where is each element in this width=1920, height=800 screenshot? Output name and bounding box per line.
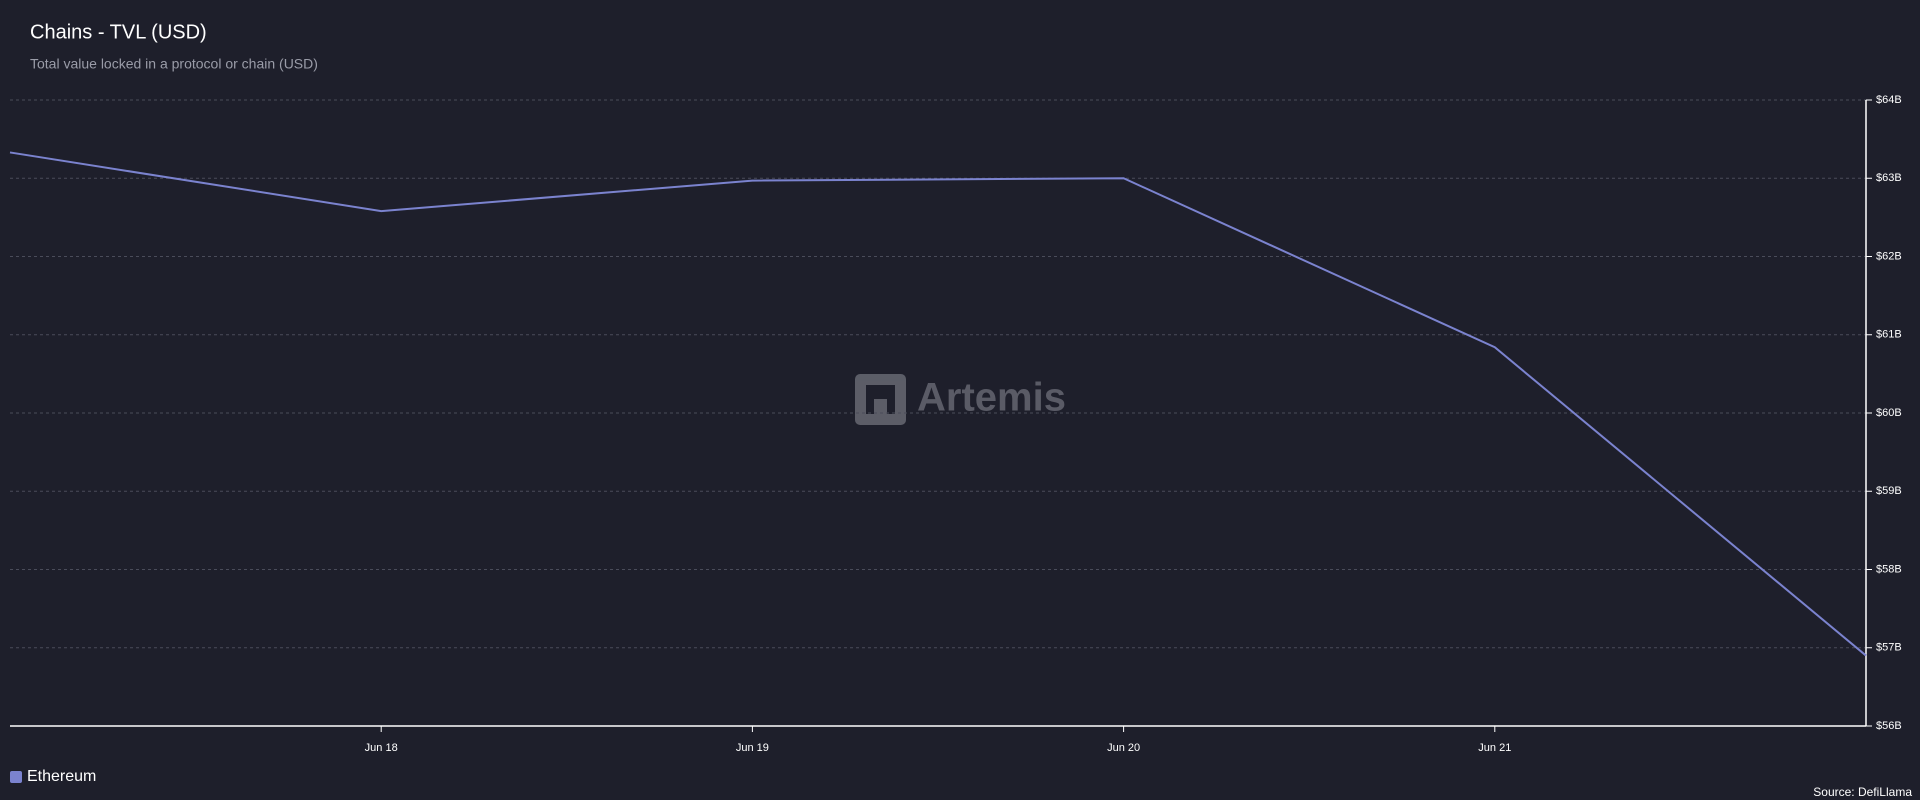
y-tick-label: $59B	[1876, 485, 1902, 497]
y-tick-label: $57B	[1876, 642, 1902, 654]
y-tick-label: $58B	[1876, 563, 1902, 575]
watermark-icon-inner	[866, 385, 895, 414]
watermark-icon	[855, 374, 906, 425]
watermark-text: Artemis	[917, 376, 1066, 420]
watermark	[855, 374, 906, 425]
source-note: Source: DefiLlama	[1813, 785, 1912, 799]
y-tick-label: $61B	[1876, 329, 1902, 341]
x-tick-label: Jun 21	[1478, 742, 1511, 754]
y-tick-label: $60B	[1876, 407, 1902, 419]
y-tick-label: $56B	[1876, 720, 1902, 732]
y-tick-label: $63B	[1876, 172, 1902, 184]
legend-label: Ethereum	[27, 768, 96, 785]
y-tick-label: $64B	[1876, 94, 1902, 106]
chart-subtitle: Total value locked in a protocol or chai…	[30, 56, 318, 72]
y-tick-label: $62B	[1876, 250, 1902, 262]
x-tick-label: Jun 19	[736, 742, 769, 754]
legend-swatch	[10, 771, 22, 783]
chart-title: Chains - TVL (USD)	[30, 21, 207, 43]
x-tick-label: Jun 20	[1107, 742, 1140, 754]
x-tick-label: Jun 18	[365, 742, 398, 754]
line-series	[9, 151, 1867, 657]
watermark-icon-mark	[874, 399, 887, 414]
